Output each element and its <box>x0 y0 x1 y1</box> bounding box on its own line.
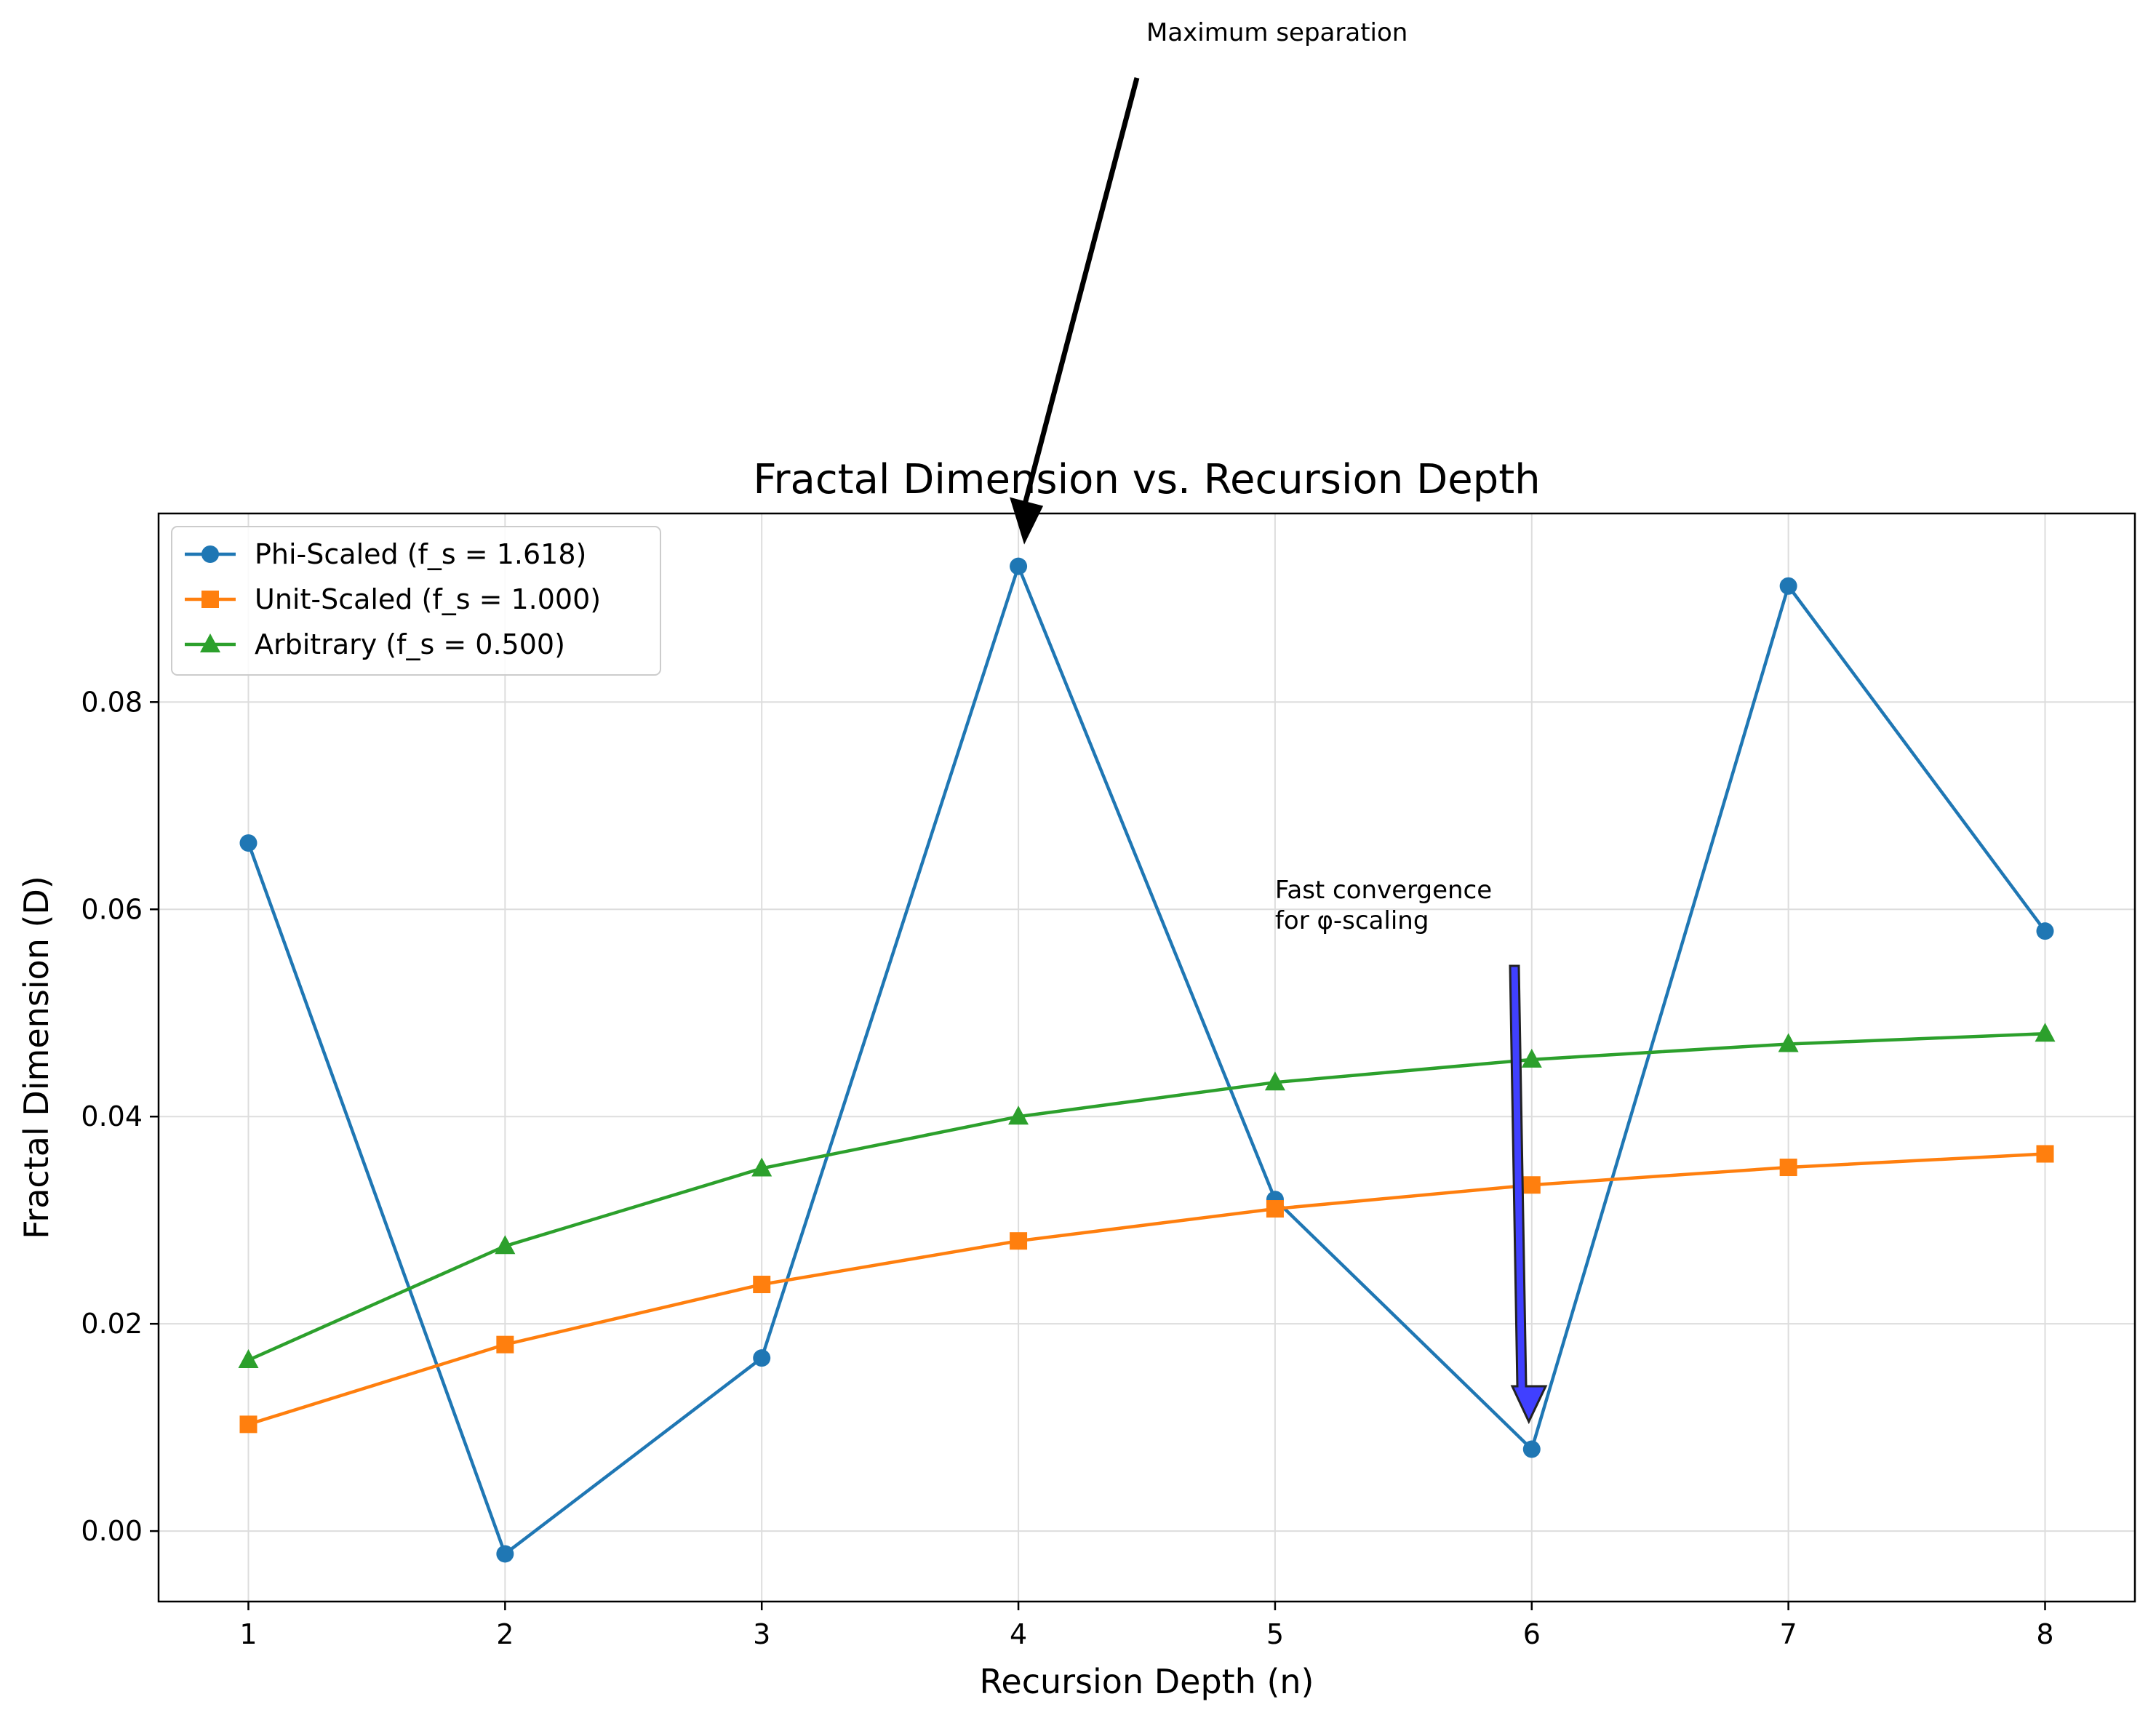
annotation-arrow-shaft <box>1021 77 1140 508</box>
data-point-series-3 <box>2035 1023 2056 1042</box>
y-tick-label: 0.04 <box>81 1100 143 1132</box>
y-tick-label: 0.08 <box>81 686 143 718</box>
data-point-series-1 <box>496 1545 514 1563</box>
data-point-series-2 <box>496 1335 514 1354</box>
y-tick-label: 0.02 <box>81 1308 143 1340</box>
data-point-series-2 <box>1522 1176 1541 1194</box>
x-tick-label: 8 <box>2036 1618 2053 1650</box>
legend-marker <box>201 545 219 563</box>
data-point-series-1 <box>239 834 257 852</box>
series-markers <box>238 557 2056 1563</box>
data-point-series-2 <box>753 1276 771 1294</box>
data-point-series-1 <box>1010 557 1028 575</box>
series-line-2 <box>247 1152 2045 1426</box>
legend-marker <box>200 633 220 652</box>
x-tick-label: 7 <box>1780 1618 1797 1650</box>
annotation-arrow-head <box>1010 497 1044 545</box>
x-tick-label: 5 <box>1266 1618 1284 1650</box>
y-tick-label: 0.06 <box>81 893 143 925</box>
annotation-fancy-arrow <box>1509 964 1548 1425</box>
chart-title: Fractal Dimension vs. Recursion Depth <box>753 456 1540 503</box>
data-point-series-3 <box>751 1157 772 1177</box>
annotation-text-maximum-separation: Maximum separation <box>1146 18 1408 47</box>
legend-label: Phi-Scaled (f_s = 1.618) <box>255 538 586 570</box>
annotation-text-line: Fast convergence <box>1275 876 1492 905</box>
data-point-series-1 <box>753 1349 771 1367</box>
axis-ticks: 1 2 3 4 5 6 7 8 0.00 0.02 0.04 0.06 0.08 <box>81 686 2053 1650</box>
x-tick-label: 6 <box>1523 1618 1541 1650</box>
plot-frame <box>157 512 2136 1603</box>
data-point-series-2 <box>239 1415 257 1434</box>
legend-marker <box>201 591 219 608</box>
series-lines <box>247 564 2047 1556</box>
annotation-text-line: for φ-scaling <box>1275 906 1429 935</box>
data-point-series-3 <box>1264 1071 1285 1091</box>
data-point-series-2 <box>1010 1232 1028 1250</box>
x-tick-label: 4 <box>1010 1618 1027 1650</box>
data-point-series-3 <box>1778 1033 1799 1052</box>
data-point-series-1 <box>2036 922 2054 940</box>
x-tick-label: 2 <box>496 1618 514 1650</box>
data-point-series-3 <box>495 1235 516 1255</box>
legend-label: Arbitrary (f_s = 0.500) <box>255 628 565 660</box>
x-tick-label: 1 <box>239 1618 257 1650</box>
data-point-series-3 <box>1008 1106 1029 1125</box>
x-tick-label: 3 <box>753 1618 770 1650</box>
data-point-series-1 <box>1522 1440 1541 1458</box>
legend-label: Unit-Scaled (f_s = 1.000) <box>255 583 601 615</box>
data-point-series-1 <box>1779 577 1797 595</box>
data-point-series-2 <box>1266 1200 1284 1218</box>
data-point-series-3 <box>1521 1048 1542 1068</box>
y-axis-label: Fractal Dimension (D) <box>17 876 56 1239</box>
series-line-3 <box>247 1031 2045 1362</box>
data-point-series-3 <box>238 1349 259 1369</box>
legend: Phi-Scaled (f_s = 1.618) Unit-Scaled (f_s… <box>171 526 661 676</box>
data-point-series-2 <box>1779 1159 1797 1177</box>
series-line-1 <box>247 564 2047 1556</box>
x-axis-label: Recursion Depth (n) <box>980 1662 1314 1701</box>
data-point-series-2 <box>2036 1145 2054 1163</box>
legend-box <box>171 526 661 676</box>
y-tick-label: 0.00 <box>81 1515 143 1547</box>
